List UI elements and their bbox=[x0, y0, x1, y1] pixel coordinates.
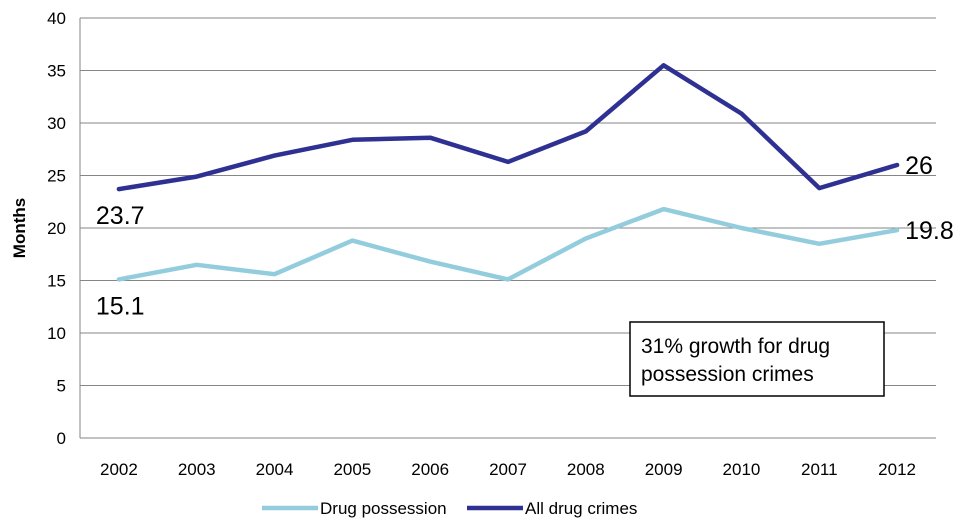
y-tick-label: 10 bbox=[47, 324, 66, 343]
series-lines bbox=[119, 65, 897, 279]
annotation-box: 31% growth for drug possession crimes bbox=[630, 322, 884, 396]
y-tick-label: 35 bbox=[47, 62, 66, 81]
y-tick-label: 40 bbox=[47, 9, 66, 28]
data-label: 15.1 bbox=[96, 292, 145, 320]
x-tick-label: 2012 bbox=[878, 460, 916, 479]
y-tick-label: 20 bbox=[47, 219, 66, 238]
data-label: 19.8 bbox=[905, 217, 954, 245]
x-tick-label: 2005 bbox=[333, 460, 371, 479]
series-line-drug-possession bbox=[119, 209, 897, 279]
x-tick-label: 2006 bbox=[411, 460, 449, 479]
x-tick-label: 2008 bbox=[567, 460, 605, 479]
y-axis-label: Months bbox=[10, 198, 29, 258]
x-tick-label: 2011 bbox=[801, 460, 838, 479]
x-tick-label: 2002 bbox=[100, 460, 138, 479]
x-axis-ticks: 2002 2003 2004 2005 2006 2007 2008 2009 2010 2011… bbox=[100, 460, 916, 479]
series-line-all-drug-crimes bbox=[119, 65, 897, 189]
x-tick-label: 2003 bbox=[178, 460, 216, 479]
annotation-text: possession crimes bbox=[641, 363, 814, 386]
y-axis-ticks: 0 5 10 15 20 25 30 35 40 bbox=[47, 9, 66, 448]
x-tick-label: 2007 bbox=[489, 460, 527, 479]
x-tick-label: 2010 bbox=[723, 460, 761, 479]
legend-label: Drug possession bbox=[320, 499, 447, 518]
x-tick-label: 2009 bbox=[645, 460, 683, 479]
data-label: 23.7 bbox=[96, 202, 145, 230]
x-tick-label: 2004 bbox=[256, 460, 294, 479]
y-tick-label: 15 bbox=[47, 272, 66, 291]
y-tick-label: 5 bbox=[57, 377, 66, 396]
data-label: 26 bbox=[905, 152, 933, 180]
legend: Drug possession All drug crimes bbox=[262, 499, 637, 518]
annotation-text: 31% growth for drug bbox=[641, 335, 830, 358]
data-labels: 23.7 26 15.1 19.8 bbox=[96, 152, 954, 320]
y-tick-label: 25 bbox=[47, 167, 66, 186]
legend-label: All drug crimes bbox=[525, 499, 637, 518]
y-tick-label: 0 bbox=[57, 429, 66, 448]
y-tick-label: 30 bbox=[47, 114, 66, 133]
